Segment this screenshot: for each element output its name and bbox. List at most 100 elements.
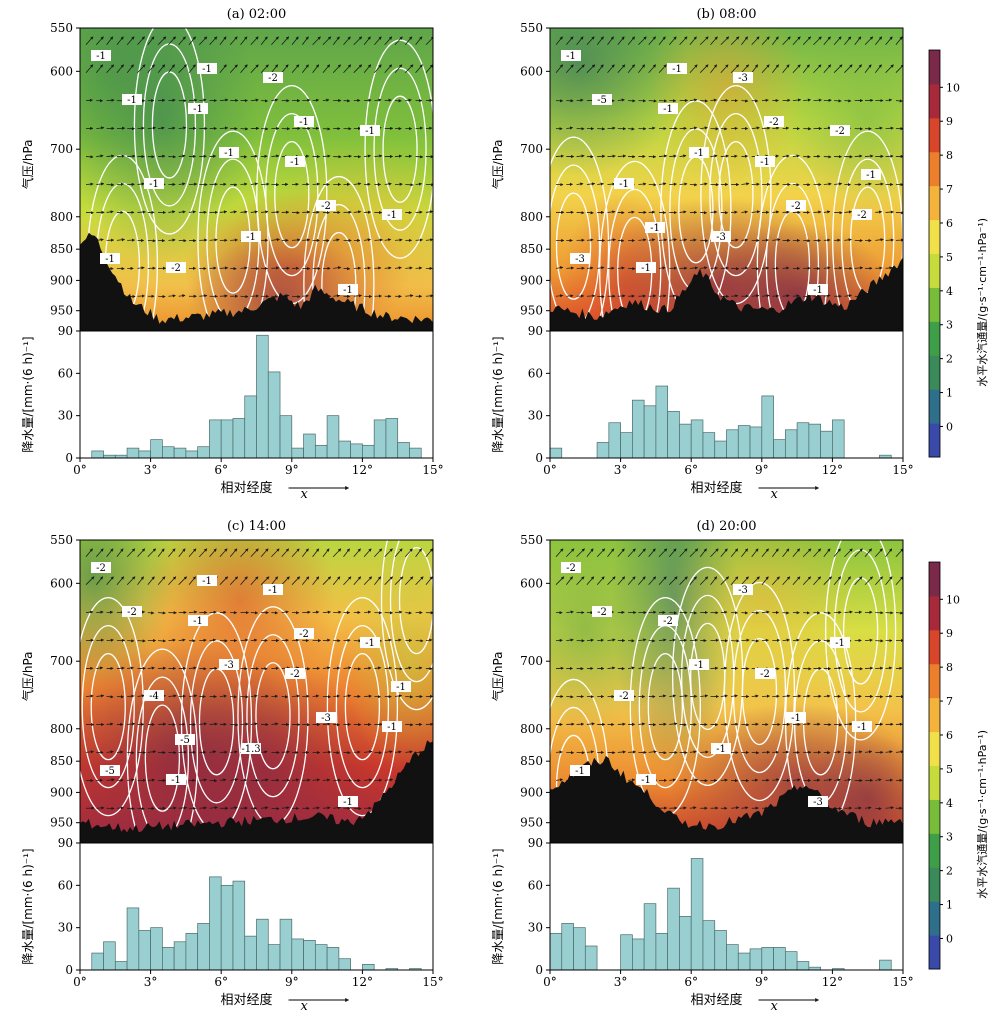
wind-arrow [343, 64, 352, 73]
wind-arrow [137, 64, 146, 73]
wind-arrow [658, 548, 668, 558]
precip-bar [608, 422, 621, 459]
flux-blob [550, 540, 682, 727]
precip-bar [773, 947, 786, 971]
wind-arrow [566, 294, 574, 298]
wind-arrow [137, 126, 145, 130]
omega-contour [344, 653, 381, 761]
wind-arrow [731, 154, 738, 158]
wind-arrow [301, 548, 309, 558]
wind-arrow [864, 548, 872, 558]
wind-arrow [199, 806, 207, 810]
wind-arrow [689, 778, 699, 782]
wind-arrow [679, 36, 688, 46]
wind-arrow [302, 294, 309, 298]
wind-arrow [648, 238, 656, 242]
contour-label-text: -1 [866, 170, 876, 181]
wind-arrow [178, 126, 187, 130]
wind-arrow [281, 610, 289, 614]
contour-label-box [592, 94, 612, 105]
wind-arrow [333, 294, 341, 298]
precip-tick-label: 90 [528, 324, 543, 338]
wind-arrow [291, 548, 300, 558]
precip-bar [114, 961, 128, 971]
colorbar-tick-label: 0 [946, 420, 953, 433]
wind-arrow [586, 64, 596, 73]
precip-bar [256, 334, 269, 459]
wind-arrow [364, 610, 372, 614]
wind-arrow [322, 778, 331, 782]
terrain [550, 755, 903, 843]
wind-arrow [741, 64, 749, 73]
precip-bar [126, 907, 140, 971]
wind-arrow [199, 36, 208, 46]
wind-arrow [209, 238, 218, 242]
precip-bar [714, 930, 727, 971]
wind-arrow [240, 548, 249, 558]
omega-contour [599, 160, 671, 331]
wind-arrow [168, 576, 177, 585]
wind-arrow [844, 36, 852, 46]
wind-arrow [137, 36, 145, 46]
wind-arrow [731, 238, 739, 242]
wind-arrow [720, 548, 728, 558]
contour-label-text: -1 [396, 682, 406, 693]
wind-arrow [106, 98, 115, 102]
wind-arrow [260, 576, 270, 585]
wind-arrow [353, 294, 363, 298]
contour-label: -1 [91, 50, 111, 62]
wind-arrow [188, 210, 197, 214]
wind-arrow [617, 266, 625, 270]
wind-arrow [689, 36, 697, 46]
precip-bar [267, 944, 281, 971]
precip-bar [326, 947, 340, 971]
precip-tick-label: 0 [65, 963, 73, 977]
wind-arrow [566, 610, 574, 614]
wind-arrow [596, 64, 604, 73]
precip-bar [584, 945, 598, 971]
contour-label-box [144, 690, 164, 701]
wind-arrow [209, 722, 218, 726]
wind-arrow [147, 548, 157, 558]
wind-arrow [699, 64, 709, 73]
wind-arrow [617, 64, 626, 73]
pressure-tick-label: 850 [520, 242, 543, 256]
wind-arrow [813, 98, 822, 102]
wind-arrow [394, 238, 403, 242]
precip-bar [761, 395, 774, 459]
wind-arrow [209, 750, 217, 754]
contour-label-box [852, 721, 872, 732]
contour-label-text: -1 [619, 179, 629, 190]
contour-label: -3 [316, 712, 336, 724]
wind-arrow [792, 64, 801, 73]
wind-arrow [885, 238, 894, 242]
contour-label-box [263, 584, 283, 595]
wind-arrow [638, 576, 646, 585]
wind-arrow [291, 576, 301, 585]
wind-arrow [333, 694, 341, 698]
wind-arrow [384, 266, 392, 270]
wind-arrow [168, 638, 176, 642]
colorbar-swatch [929, 833, 940, 868]
contour-label-text: -1 [694, 148, 704, 159]
wind-arrow [394, 750, 402, 754]
wind-arrow [689, 238, 697, 242]
wind-arrow [854, 36, 862, 46]
wind-arrow [322, 576, 332, 585]
wind-arrow [731, 806, 740, 810]
wind-arrow [291, 238, 301, 242]
contour-label: -1 [645, 222, 665, 234]
wind-arrow [689, 64, 698, 73]
colorbar-tick-label: 2 [946, 865, 953, 878]
pressure-tick-label: 800 [50, 210, 73, 224]
wind-arrow [555, 576, 565, 585]
contour-label-box [755, 668, 775, 679]
wind-arrow [271, 98, 279, 102]
contour-label-box [808, 796, 828, 807]
wind-arrow [178, 548, 186, 558]
wind-arrow [607, 238, 616, 242]
wind-arrow [648, 750, 657, 754]
wind-arrow [607, 576, 616, 585]
wind-arrow [229, 576, 238, 585]
